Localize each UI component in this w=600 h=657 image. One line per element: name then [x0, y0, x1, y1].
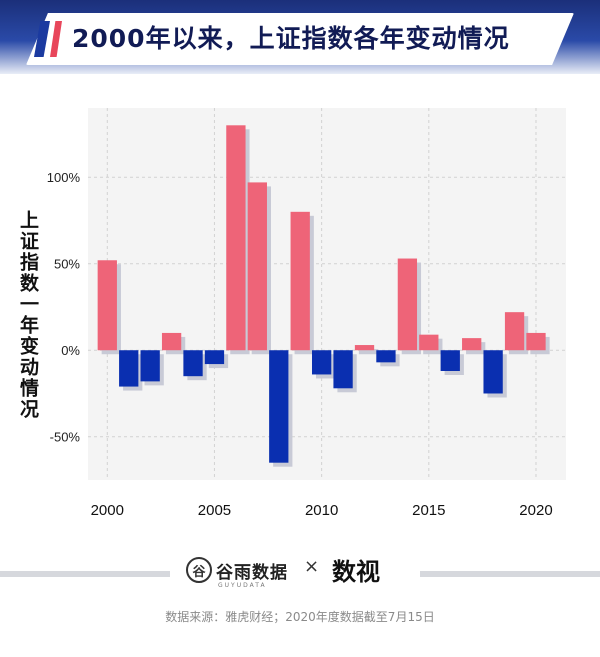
bar-2015 — [419, 334, 439, 351]
bar-2005 — [204, 350, 225, 365]
bar-2001 — [119, 350, 139, 387]
title-banner: 2000年以来，上证指数各年变动情况 — [26, 13, 574, 65]
chart-title: 2000年以来，上证指数各年变动情况 — [72, 24, 510, 53]
bar-2009 — [290, 211, 310, 351]
y-tick-label: 50% — [54, 257, 80, 272]
bar-2006 — [226, 125, 246, 351]
y-tick-label: 100% — [47, 170, 81, 185]
bar-2014 — [397, 258, 418, 351]
title-banner-bg — [26, 13, 574, 65]
plot-panel — [88, 108, 566, 480]
bar-2019 — [504, 312, 525, 351]
x-tick-label: 2020 — [519, 502, 552, 519]
y-axis-label: 上证指数一年变动情况 — [17, 210, 39, 420]
footer-divider-left — [0, 571, 170, 577]
bar-2016 — [440, 350, 460, 371]
brand-guyu: 谷 谷雨数据 — [186, 554, 288, 586]
bar-2010 — [311, 350, 332, 375]
bar-2007 — [247, 182, 267, 351]
brand-guyu-sub: GUYUDATA — [218, 582, 267, 589]
x-tick-label: 2005 — [198, 502, 231, 519]
bar-2008 — [269, 350, 289, 463]
bar-2012 — [354, 345, 375, 351]
guyu-logo-icon: 谷 — [186, 557, 212, 583]
bar-2003 — [161, 332, 182, 351]
footer-divider-right — [420, 571, 600, 577]
brand-shushi: 数视 — [332, 557, 380, 586]
x-tick-label: 2000 — [91, 502, 124, 519]
bar-2002 — [140, 350, 160, 382]
bar-2000 — [97, 260, 117, 351]
bar-2020 — [526, 332, 546, 351]
x-tick-label: 2015 — [412, 502, 445, 519]
bar-shadow — [358, 349, 379, 355]
bar-2004 — [183, 350, 203, 377]
bar-2017 — [462, 338, 482, 351]
bar-chart: 100% 50% 0% -50% 2000 2005 2010 2015 2020 — [47, 108, 566, 519]
y-tick-label: 0% — [61, 343, 80, 358]
y-tick-label: -50% — [50, 430, 81, 445]
brand-guyu-name: 谷雨数据 — [216, 562, 288, 583]
bar-2013 — [376, 350, 396, 363]
bar-2011 — [333, 350, 353, 389]
bar-2018 — [483, 350, 503, 394]
brand-separator: × — [304, 556, 320, 577]
data-source-note: 数据来源：雅虎财经；2020年度数据截至7月15日 — [165, 610, 435, 624]
x-tick-label: 2010 — [305, 502, 338, 519]
